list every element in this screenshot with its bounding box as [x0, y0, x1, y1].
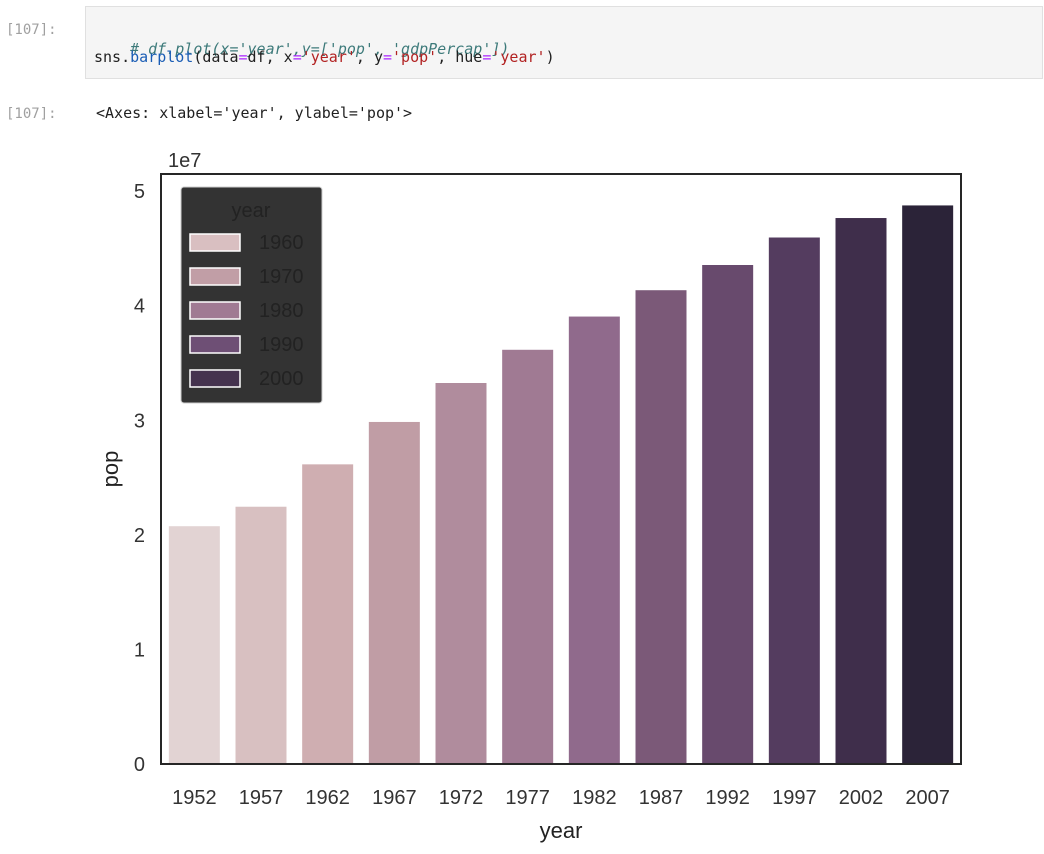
output-prompt: [107]: — [6, 106, 57, 122]
code-comment-line: # df.plot(x='year',y=['pop', 'gdpPercap'… — [94, 19, 509, 79]
y-tick-label: 1 — [134, 639, 145, 661]
y-tick-label: 4 — [134, 296, 145, 318]
x-tick-label: 1982 — [572, 787, 617, 809]
bar — [367, 420, 421, 765]
y-tick-label: 3 — [134, 410, 145, 432]
bar — [301, 463, 355, 765]
legend-swatch — [189, 369, 241, 388]
legend-label: 1990 — [259, 334, 304, 356]
x-tick-label: 2002 — [839, 787, 884, 809]
legend-swatch — [189, 233, 241, 252]
x-tick-label: 1972 — [439, 787, 484, 809]
legend-label: 1970 — [259, 266, 304, 288]
x-tick-label: 1967 — [372, 787, 417, 809]
output-text: <Axes: xlabel='year', ylabel='pop'> — [96, 104, 413, 122]
bar — [834, 217, 888, 765]
bar — [501, 348, 555, 765]
bar — [434, 382, 488, 765]
x-tick-label: 1962 — [305, 787, 350, 809]
legend-label: 1980 — [259, 300, 304, 322]
legend-title: year — [232, 200, 271, 222]
input-prompt: [107]: — [6, 22, 57, 38]
code-statement-line: sns.barplot(data=df, x='year', y='pop', … — [94, 47, 555, 67]
x-tick-label: 1977 — [505, 787, 549, 809]
code-token: ) — [545, 48, 555, 66]
y-axis-label: pop — [98, 451, 123, 488]
legend-swatch — [189, 335, 241, 354]
code-input-cell[interactable]: # df.plot(x='year',y=['pop', 'gdpPercap'… — [85, 6, 1043, 79]
code-token: = — [292, 48, 302, 66]
code-token: 'year' — [491, 48, 546, 66]
code-token: = — [238, 48, 248, 66]
code-comment: # df.plot(x='year',y=['pop', 'gdpPercap'… — [130, 40, 510, 58]
x-tick-label: 2007 — [905, 787, 950, 809]
code-token: , y — [355, 48, 383, 66]
code-token: df, x — [247, 48, 293, 66]
x-tick-label: 1957 — [239, 787, 284, 809]
bar — [234, 505, 288, 765]
code-token: (data — [193, 48, 239, 66]
code-token: = — [482, 48, 492, 66]
plot-frame — [160, 173, 962, 765]
x-axis-label: year — [540, 818, 583, 843]
bar-chart: 0 1 2 3 4 5 1e7 1952 1957 1962 1967 1972 1977 1982 198… — [98, 150, 962, 843]
code-token: sns. — [94, 48, 131, 66]
code-token: = — [383, 48, 393, 66]
y-tick-label: 5 — [134, 181, 145, 203]
bar — [901, 204, 955, 765]
legend-swatch — [189, 267, 241, 286]
code-token: , hue — [437, 48, 483, 66]
code-token: 'pop' — [392, 48, 438, 66]
x-tick-label: 1997 — [772, 787, 817, 809]
bar — [767, 236, 821, 765]
x-tick-label: 1992 — [705, 787, 750, 809]
legend-swatch — [189, 301, 241, 320]
bar — [567, 315, 621, 765]
x-tick-label: 1952 — [172, 787, 217, 809]
code-token: barplot — [130, 48, 194, 66]
y-tick-label: 0 — [134, 754, 145, 776]
bar — [634, 289, 688, 765]
bar — [701, 264, 755, 765]
y-tick-label: 2 — [134, 525, 145, 547]
y-offset-label: 1e7 — [168, 150, 201, 172]
legend-label: 2000 — [259, 368, 304, 390]
x-tick-label: 1987 — [639, 787, 684, 809]
bar — [167, 525, 221, 765]
code-token: 'year' — [301, 48, 356, 66]
legend-label: 1960 — [259, 232, 304, 254]
